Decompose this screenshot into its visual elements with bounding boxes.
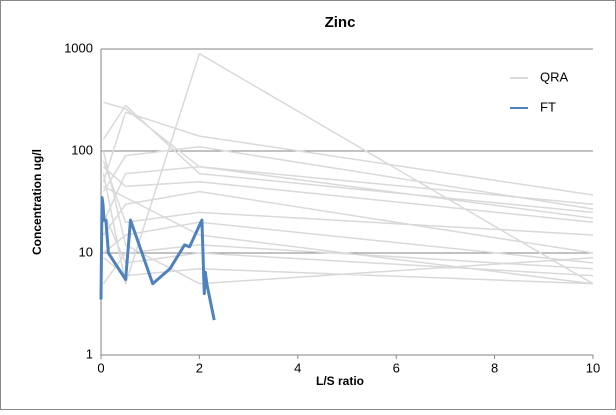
legend-label: FT <box>540 99 556 114</box>
series-line <box>99 196 216 321</box>
chart-title: Zinc <box>325 14 356 31</box>
series-line <box>102 52 594 285</box>
x-tick-label: 0 <box>97 360 104 375</box>
x-axis-label: L/S ratio <box>316 374 364 388</box>
y-axis-label: Concentration ug/l <box>30 149 44 255</box>
x-tick-label: 10 <box>586 360 600 375</box>
x-tick-label: 2 <box>196 360 203 375</box>
x-tick-label: 8 <box>491 360 498 375</box>
y-tick-label: 100 <box>71 142 93 157</box>
y-tick-label: 1000 <box>64 40 93 55</box>
x-tick-label: 6 <box>393 360 400 375</box>
y-tick-label: 1 <box>86 346 93 361</box>
x-tick-label: 4 <box>294 360 301 375</box>
legend-label: QRA <box>540 69 569 84</box>
y-tick-label: 10 <box>79 244 93 259</box>
